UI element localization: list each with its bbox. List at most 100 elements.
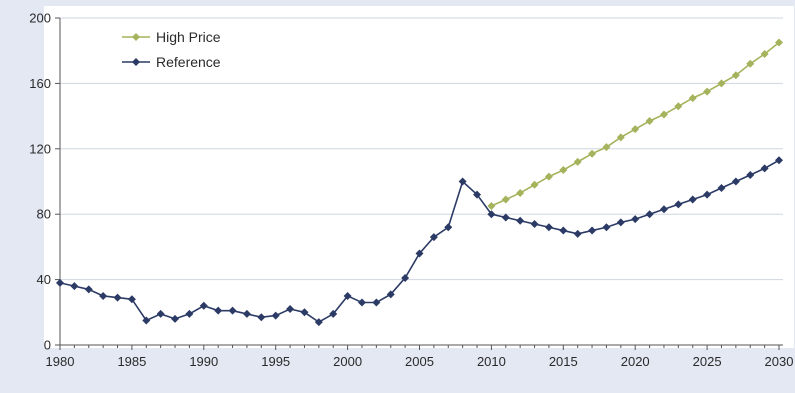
data-point (473, 190, 482, 199)
data-point (516, 188, 525, 197)
data-point (602, 143, 611, 152)
data-point (329, 309, 338, 318)
data-point (501, 213, 510, 222)
data-point (746, 170, 755, 179)
data-point (300, 308, 309, 317)
y-tick-label: 160 (29, 76, 51, 91)
data-point (674, 200, 683, 209)
legend-swatch-marker (132, 58, 140, 66)
data-point (171, 314, 180, 323)
data-point (271, 311, 280, 320)
data-point (659, 110, 668, 119)
data-point (588, 149, 597, 158)
x-tick-label: 1980 (46, 354, 75, 369)
data-point (688, 195, 697, 204)
data-point (731, 177, 740, 186)
data-point (516, 216, 525, 225)
series-layer (56, 38, 783, 327)
data-point (573, 229, 582, 238)
data-point (343, 291, 352, 300)
y-tick-label: 80 (37, 207, 51, 222)
x-tick-label: 2020 (621, 354, 650, 369)
data-point (674, 102, 683, 111)
plot-area (44, 6, 794, 348)
data-point (717, 79, 726, 88)
data-point (559, 166, 568, 175)
data-point (530, 220, 539, 229)
legend-label: High Price (156, 29, 221, 45)
legend-label: Reference (156, 54, 221, 70)
data-point (401, 273, 410, 282)
x-tick-label: 2030 (765, 354, 794, 369)
series-reference (56, 156, 783, 327)
data-point (573, 157, 582, 166)
axes: 0 40 80 120 160 200 1980 1985 1990 1995 2000 2005 20… (29, 11, 793, 370)
x-tick-label: 2005 (405, 354, 434, 369)
x-tick-label: 2010 (477, 354, 506, 369)
data-point (444, 223, 453, 232)
data-point (703, 190, 712, 199)
legend-item: Reference (122, 54, 221, 70)
legend-swatch-marker (132, 33, 140, 41)
y-tick-label: 120 (29, 141, 51, 156)
data-point (257, 313, 266, 322)
data-point (458, 177, 467, 186)
legend: High Price Reference (122, 29, 221, 70)
data-point (746, 59, 755, 68)
x-tick-label: 1985 (117, 354, 146, 369)
y-tick-label: 40 (37, 272, 51, 287)
data-point (415, 249, 424, 258)
data-point (530, 180, 539, 189)
gridlines (60, 17, 783, 281)
x-tick-label: 2015 (549, 354, 578, 369)
data-point (775, 38, 783, 47)
data-point (70, 282, 79, 291)
data-point (631, 215, 640, 224)
data-point (559, 226, 568, 235)
data-point (501, 195, 510, 204)
y-tick-label: 200 (29, 11, 51, 26)
data-point (616, 218, 625, 227)
data-point (228, 306, 237, 315)
legend-item: High Price (122, 29, 221, 45)
x-tick-label: 1995 (261, 354, 290, 369)
data-point (113, 293, 122, 302)
y-tick-label: 0 (44, 338, 51, 353)
data-point (84, 285, 93, 294)
x-tick-label: 1990 (189, 354, 218, 369)
data-point (588, 226, 597, 235)
data-point (731, 71, 740, 80)
data-point (185, 309, 194, 318)
data-point (487, 202, 496, 211)
data-point (760, 49, 769, 58)
data-point (314, 318, 323, 327)
data-point (544, 223, 553, 232)
data-point (156, 309, 165, 318)
x-tick-label: 2000 (333, 354, 362, 369)
data-point (386, 290, 395, 299)
data-point (127, 295, 136, 304)
data-point (487, 210, 496, 219)
data-point (616, 133, 625, 142)
data-point (199, 301, 208, 310)
data-point (775, 156, 783, 165)
data-point (688, 94, 697, 103)
series-high-price (487, 38, 783, 211)
data-point (544, 172, 553, 181)
data-point (659, 205, 668, 214)
data-point (357, 298, 366, 307)
data-point (703, 87, 712, 96)
data-point (631, 125, 640, 134)
data-point (286, 305, 295, 314)
data-point (602, 223, 611, 232)
data-point (717, 184, 726, 193)
data-point (214, 306, 223, 315)
data-point (760, 164, 769, 173)
data-point (99, 291, 108, 300)
data-point (429, 233, 438, 242)
data-point (242, 309, 251, 318)
data-point (142, 316, 151, 325)
data-point (372, 298, 381, 307)
